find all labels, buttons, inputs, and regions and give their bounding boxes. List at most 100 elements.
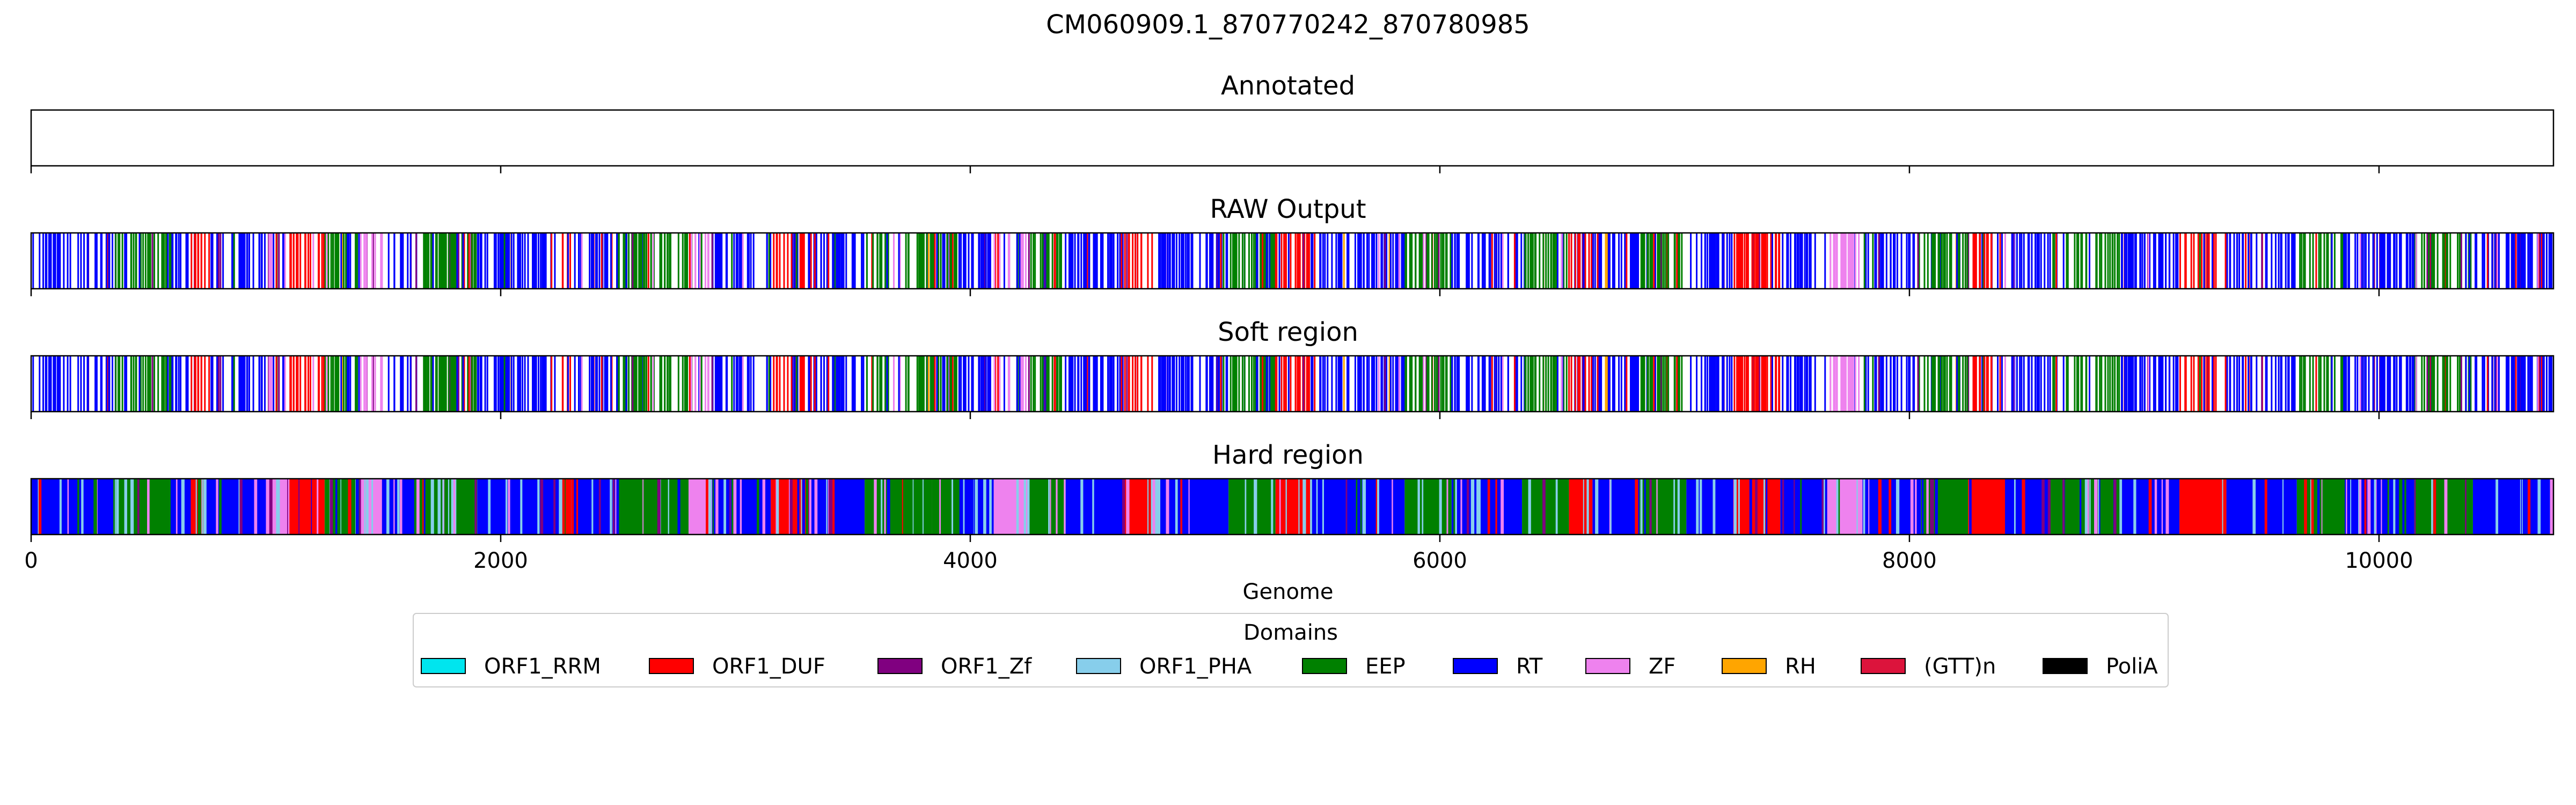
hard-region-stripe-orf1-zf	[2047, 479, 2051, 535]
hard-region-stripe-orf1-zf	[1466, 479, 1469, 535]
hard-region-stripe-eep	[936, 479, 938, 535]
hard-region-stripe-eep	[414, 479, 416, 535]
hard-region-stripe-orf1-pha	[963, 479, 965, 535]
hard-region-stripe-orf1-pha	[277, 479, 280, 535]
legend-title: Domains	[1243, 620, 1338, 645]
hard-region-stripe-zf	[615, 479, 617, 535]
hard-region-stripe-orf1-zf	[1930, 479, 1933, 535]
hard-region-stripe-zf	[1050, 479, 1051, 535]
hard-region-stripe-orf1-pha	[2358, 479, 2359, 535]
hard-region-stripe-eep	[757, 479, 759, 535]
hard-region-stripe-orf1-pha	[1583, 479, 1584, 535]
hard-region-stripe-orf1-zf	[287, 479, 288, 535]
hard-region-stripe-zf	[2321, 479, 2323, 535]
hard-region-stripe-orf1-pha	[1863, 479, 1865, 535]
hard-region-stripe-orf1-pha	[2282, 479, 2284, 535]
hard-region-block-orf1-duf	[2179, 479, 2227, 535]
hard-region-stripe-rt	[2499, 479, 2501, 535]
hard-region-stripe-rt	[102, 479, 104, 535]
hard-region-stripe-orf1-pha	[1245, 479, 1247, 535]
hard-region-stripe-orf1-pha	[201, 479, 203, 535]
hard-region-stripe-rt	[2395, 479, 2397, 535]
hard-region-stripe-rt	[32, 479, 35, 535]
hard-region-stripe-rt	[1117, 479, 1119, 535]
hard-region-stripe-rt	[1905, 479, 1909, 535]
hard-region-stripe-rt	[1510, 479, 1513, 535]
x-tick-label: 6000	[1413, 548, 1467, 573]
hard-region-stripe-rt	[86, 479, 88, 535]
hard-region-stripe-rt	[1107, 479, 1110, 535]
hard-region-stripe-orf1-duf	[2527, 479, 2531, 535]
figure-title: CM060909.1_870770242_870780985	[1046, 10, 1530, 40]
hard-region-stripe-orf1-pha	[1151, 479, 1154, 535]
hard-region-block-rt	[2226, 479, 2297, 535]
hard-region-stripe-orf1-pha	[826, 479, 828, 535]
hard-region-stripe-eep	[565, 479, 566, 535]
hard-region-stripe-zf	[1915, 479, 1917, 535]
hard-region-stripe-zf	[453, 479, 456, 535]
hard-region-stripe-zf	[2154, 479, 2157, 535]
hard-region-stripe-rt	[1766, 479, 1768, 535]
hard-region-stripe-zf	[216, 479, 218, 535]
hard-region-stripe-orf1-duf	[191, 479, 195, 535]
legend-label-orf1-zf: ORF1_Zf	[941, 654, 1032, 679]
hard-region-stripe-orf1-duf	[1495, 479, 1497, 535]
hard-region-stripe-eep	[2387, 479, 2389, 535]
hard-region-stripe-zf	[317, 479, 319, 535]
hard-region-stripe-orf1-pha	[1696, 479, 1699, 535]
hard-region-stripe-orf1-duf	[796, 479, 797, 535]
hard-region-stripe-orf1-pha	[1422, 479, 1424, 535]
hard-region-stripe-orf1-duf	[1572, 479, 1576, 535]
legend-swatch-polia	[2043, 658, 2088, 674]
x-tick-label: 4000	[943, 548, 998, 573]
hard-region-stripe-orf1-duf	[319, 479, 320, 535]
hard-region-stripe-orf1-zf	[2113, 479, 2117, 535]
hard-region-stripe-zf	[508, 479, 511, 535]
hard-region-stripe-eep	[712, 479, 714, 535]
hard-region-stripe-orf1-pha	[912, 479, 914, 535]
hard-region-block-eep	[418, 479, 478, 535]
hard-region-stripe-eep	[2341, 479, 2344, 535]
hard-region-stripe-orf1-pha	[559, 479, 562, 535]
legend-label-rt: RT	[1516, 654, 1543, 679]
hard-region-stripe-eep	[2467, 479, 2469, 535]
hard-region-stripe-orf1-duf	[193, 479, 196, 535]
hard-region-stripe-orf1-pha	[668, 479, 669, 535]
hard-region-stripe-orf1-pha	[371, 479, 374, 535]
hard-region-stripe-zf	[1126, 479, 1130, 535]
hard-region-stripe-orf1-zf	[2041, 479, 2045, 535]
hard-region-stripe-rt	[382, 479, 385, 535]
hard-region-stripe-zf	[2375, 479, 2377, 535]
hard-region-stripe-eep	[627, 479, 630, 535]
hard-region-stripe-orf1-pha	[1154, 479, 1158, 535]
hard-region-stripe-rt	[206, 479, 210, 535]
hard-region-stripe-eep	[1060, 479, 1062, 535]
hard-region-stripe-orf1-zf	[1755, 479, 1758, 535]
hard-region-block-eep	[1228, 479, 1276, 535]
hard-region-stripe-eep	[1245, 479, 1248, 535]
hard-region-stripe-orf1-pha	[1302, 479, 1306, 535]
soft-region-track	[30, 355, 2555, 419]
legend-label-polia: PoliA	[2106, 654, 2158, 679]
hard-region-stripe-orf1-duf	[832, 479, 835, 535]
hard-region-stripe-orf1-duf	[2022, 479, 2025, 535]
hard-region-stripe-orf1-pha	[1254, 479, 1257, 535]
hard-region-stripe-eep	[465, 479, 469, 535]
hard-region-stripe-rt	[796, 479, 800, 535]
hard-region-stripe-orf1-pha	[238, 479, 240, 535]
hard-region-stripe-orf1-pha	[1836, 479, 1839, 535]
hard-region-stripe-rt	[1381, 479, 1384, 535]
hard-region-stripe-eep	[2399, 479, 2403, 535]
hard-region-stripe-orf1-pha	[1157, 479, 1161, 535]
hard-region-stripe-rt	[529, 479, 531, 535]
hard-region-stripe-orf1-pha	[1271, 479, 1274, 535]
hard-region-stripe-rt	[854, 479, 856, 535]
hard-region-stripe-eep	[1959, 479, 1963, 535]
hard-region-stripe-rt	[1485, 479, 1487, 535]
hard-region-stripe-orf1-zf	[540, 479, 544, 535]
hard-region-stripe-zf	[1166, 479, 1169, 535]
hard-region-stripe-orf1-duf	[348, 479, 352, 535]
hard-region-stripe-eep	[806, 479, 808, 535]
legend-label-orf1-rrm: ORF1_RRM	[484, 654, 601, 679]
